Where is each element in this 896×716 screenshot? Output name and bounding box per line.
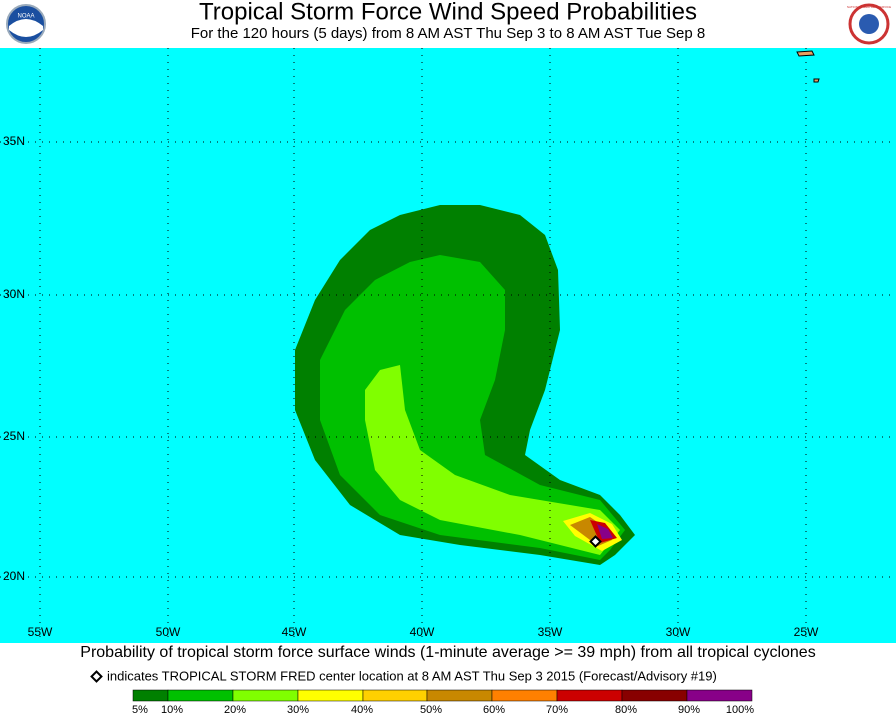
- legend-swatch: [362, 689, 428, 702]
- legend-swatch: [686, 689, 753, 702]
- legend-swatch: [491, 689, 558, 702]
- lon-label: 55W: [28, 625, 53, 639]
- lon-label: 45W: [282, 625, 307, 639]
- island: [813, 78, 820, 83]
- legend-swatch: [167, 689, 234, 702]
- legend-label: 100%: [726, 704, 754, 716]
- legend-label: 30%: [287, 704, 309, 716]
- legend-swatch: [426, 689, 493, 702]
- lon-label: 50W: [156, 625, 181, 639]
- marker-note: indicates TROPICAL STORM FRED center loc…: [107, 668, 717, 683]
- logo-core: [859, 14, 879, 34]
- lon-label: 40W: [410, 625, 435, 639]
- subtitle: For the 120 hours (5 days) from 8 AM AST…: [191, 25, 705, 42]
- logo-text: NOAA: [17, 14, 34, 20]
- legend: 5% 10% 20% 30% 40% 50% 60% 70% 80% 90% 100%: [132, 689, 754, 716]
- prob-90: [597, 524, 613, 539]
- lat-label: 25N: [3, 429, 25, 443]
- title: Tropical Storm Force Wind Speed Probabil…: [199, 0, 697, 25]
- caption: Probability of tropical storm force surf…: [80, 644, 815, 661]
- legend-label: 80%: [615, 704, 637, 716]
- logo-wave: [9, 19, 43, 37]
- island: [796, 50, 815, 57]
- nws-logo: NATIONAL WEATHER SERVICE: [847, 3, 891, 45]
- logo-text: NATIONAL WEATHER SERVICE: [847, 5, 891, 9]
- prob-20: [365, 365, 620, 555]
- map: 35N 30N 25N 20N 55W 50W 45W 40W 35W 30W 25W: [0, 48, 896, 643]
- noaa-logo: NOAA: [6, 4, 46, 44]
- lat-label: 30N: [3, 287, 25, 301]
- legend-swatch: [556, 689, 623, 702]
- legend-swatch: [621, 689, 688, 702]
- legend-label: 20%: [224, 704, 246, 716]
- legend-swatch: [297, 689, 364, 702]
- lon-label: 25W: [794, 625, 819, 639]
- lon-label: 35W: [538, 625, 563, 639]
- legend-label: 90%: [678, 704, 700, 716]
- legend-label: 10%: [161, 704, 183, 716]
- legend-label: 70%: [546, 704, 568, 716]
- legend-label: 5%: [132, 704, 148, 716]
- storm-center: [589, 535, 602, 548]
- lat-label: 35N: [3, 134, 25, 148]
- legend-swatch: [132, 689, 169, 702]
- legend-swatch: [232, 689, 299, 702]
- lon-label: 30W: [666, 625, 691, 639]
- marker-icon: [90, 670, 103, 683]
- legend-label: 60%: [483, 704, 505, 716]
- legend-label: 50%: [420, 704, 442, 716]
- legend-label: 40%: [351, 704, 373, 716]
- lat-label: 20N: [3, 569, 25, 583]
